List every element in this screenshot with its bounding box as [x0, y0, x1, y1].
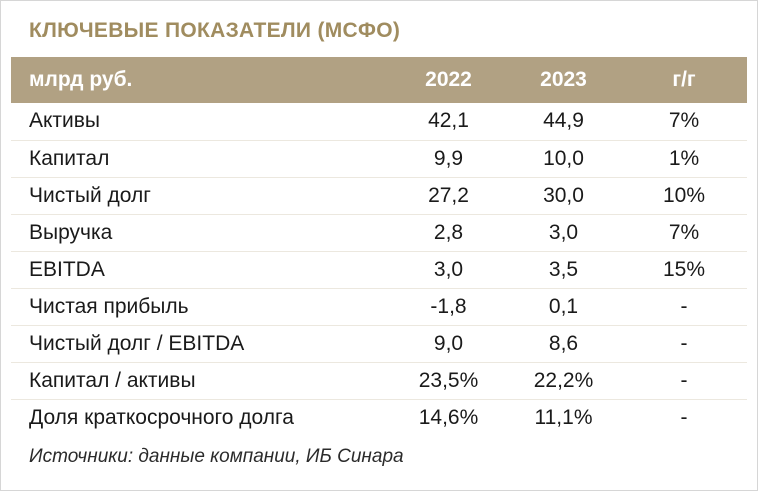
table-row: Капитал 9,9 10,0 1%: [11, 140, 747, 178]
table-row: Капитал / активы 23,5% 22,2% -: [11, 362, 747, 400]
value-yoy: 1%: [621, 140, 747, 178]
value-2023: 11,1%: [534, 405, 593, 429]
value-2023: 10,0: [506, 140, 621, 178]
value-2023: 44,9: [506, 103, 621, 141]
table-row: Активы 42,1 44,9 7%: [11, 103, 747, 141]
table-row: Чистый долг / EBITDA 9,0 8,6-: [11, 325, 747, 363]
header-year-2023: 2023: [506, 57, 621, 103]
value-yoy: 7%: [621, 214, 747, 252]
value-2023: 3,5: [506, 251, 621, 289]
metric-label: Активы: [11, 103, 391, 141]
value-2023: 3,0: [506, 214, 621, 252]
value-2022: 14,6%: [418, 405, 479, 429]
header-yoy: г/г: [621, 57, 747, 103]
metric-label: Выручка: [11, 214, 391, 252]
value-2022: 27,2: [391, 177, 506, 215]
table-row: Доля краткосрочного долга 14,6% 11,1% -: [11, 399, 747, 436]
value-2023: 8,6: [506, 325, 621, 363]
value-2023: 30,0: [506, 177, 621, 215]
value-2023: 22,2%: [506, 362, 621, 400]
value-2022: 3,0: [391, 251, 506, 289]
value-2022: 23,5%: [391, 362, 506, 400]
table-body: Активы 42,1 44,9 7% Капитал 9,9 10,0 1% Чистый д…: [11, 103, 747, 436]
value-2022: 9,0: [391, 325, 506, 363]
table-row: Выручка 2,8 3,0 7%: [11, 214, 747, 252]
value-2022: 2,8: [391, 214, 506, 252]
value-2022: -1,8: [391, 288, 506, 326]
metric-label: Капитал / активы: [11, 362, 391, 400]
value-yoy: -: [680, 405, 688, 429]
value-2023: 0,1: [506, 288, 621, 326]
value-yoy: -: [621, 288, 747, 326]
value-yoy: 10%: [621, 177, 747, 215]
header-unit-label: млрд руб.: [11, 57, 391, 103]
metric-label: Доля краткосрочного долга: [29, 405, 294, 429]
key-indicators-table: млрд руб. 2022 2023 г/г Активы 42,1 44,9 7%…: [11, 57, 747, 436]
metric-label: Чистая прибыль: [11, 288, 391, 326]
source-note: Источники: данные компании, ИБ Синара: [29, 446, 404, 467]
metric-label: EBITDA: [11, 251, 391, 289]
value-yoy: 15%: [621, 251, 747, 289]
page-title: КЛЮЧЕВЫЕ ПОКАЗАТЕЛИ (МСФО): [29, 19, 401, 42]
metric-label: Капитал: [11, 140, 391, 178]
table-row: Чистая прибыль -1,8 0,1-: [11, 288, 747, 326]
value-yoy: -: [621, 362, 747, 400]
table-header-row: млрд руб. 2022 2023 г/г: [11, 57, 747, 103]
metric-label: Чистый долг / EBITDA: [11, 325, 391, 363]
header-year-2022: 2022: [391, 57, 506, 103]
table-row: EBITDA 3,0 3,5 15%: [11, 251, 747, 289]
metric-label: Чистый долг: [11, 177, 391, 215]
table-row: Чистый долг 27,2 30,0 10%: [11, 177, 747, 215]
value-yoy: -: [621, 325, 747, 363]
value-2022: 42,1: [391, 103, 506, 141]
report-card: КЛЮЧЕВЫЕ ПОКАЗАТЕЛИ (МСФО) млрд руб. 202…: [1, 1, 757, 468]
value-yoy: 7%: [621, 103, 747, 141]
value-2022: 9,9: [391, 140, 506, 178]
